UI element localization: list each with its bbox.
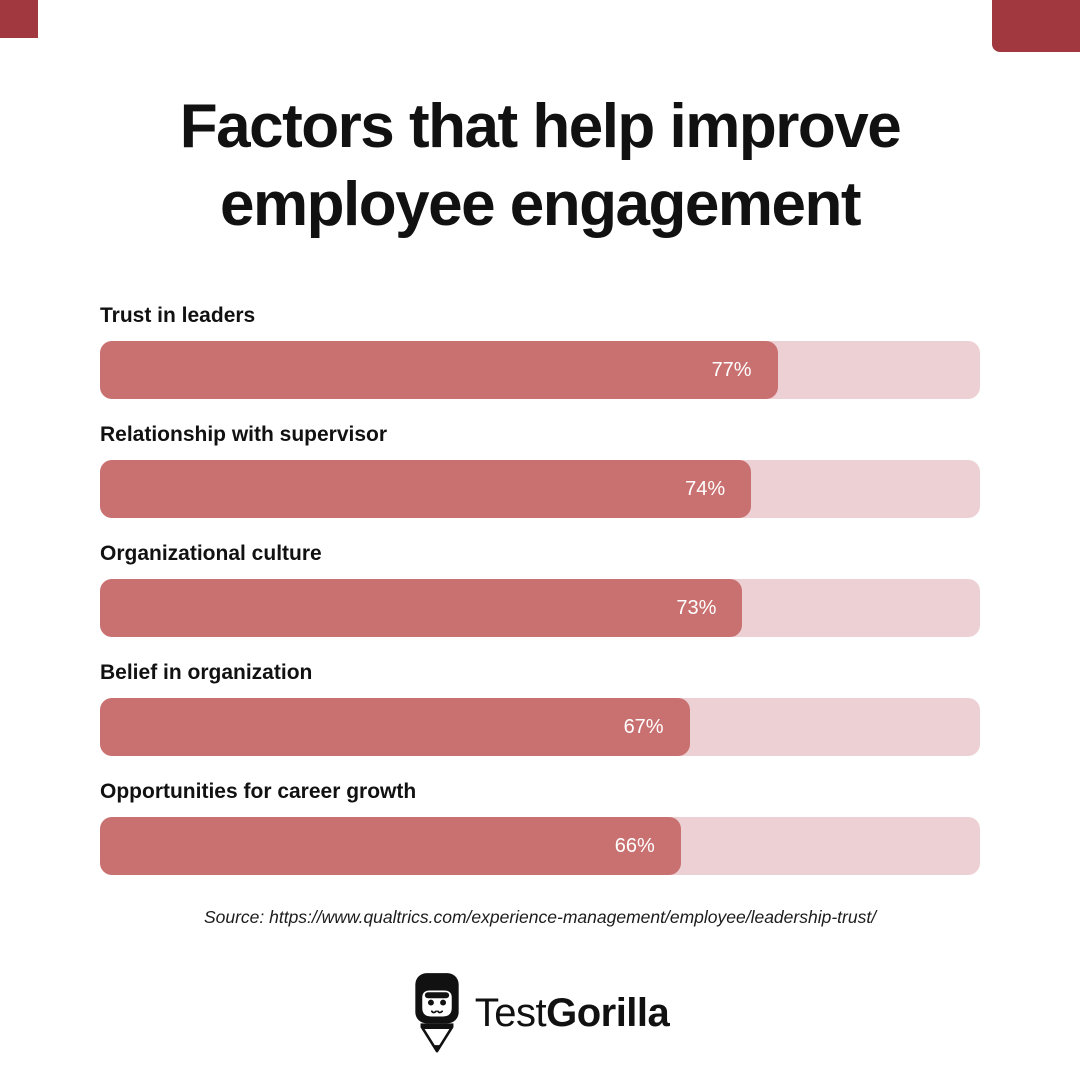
bar-label: Relationship with supervisor	[100, 423, 388, 447]
corner-decoration-top-right	[992, 0, 1080, 52]
bar-track: 66%	[100, 817, 980, 876]
bar-track: 67%	[100, 698, 980, 757]
bar-rows: Trust in leaders 77% Relationship with s…	[100, 304, 980, 876]
bar-value: 77%	[711, 358, 752, 381]
corner-decoration-top-left	[0, 0, 38, 38]
bar-value: 67%	[623, 715, 664, 738]
chart-title: Factors that help improve employee engag…	[179, 92, 902, 240]
bar-value: 74%	[685, 477, 726, 500]
bar-value: 73%	[676, 596, 717, 619]
bar-label: Organizational culture	[100, 542, 322, 566]
bar-label: Belief in organization	[100, 661, 313, 685]
source-citation: Source: https://www.qualtrics.com/experi…	[203, 907, 877, 928]
bar-group: Trust in leaders 77%	[100, 304, 980, 400]
bar-fill: 74%	[100, 460, 752, 519]
bar-fill: 77%	[100, 341, 778, 400]
bar-fill: 66%	[100, 817, 681, 876]
bar-label: Trust in leaders	[100, 304, 256, 328]
brand-logo: TestGorilla	[0, 970, 1080, 1056]
bar-fill: 73%	[100, 579, 743, 638]
bar-fill: 67%	[100, 698, 690, 757]
bar-track: 73%	[100, 579, 980, 638]
bar-group: Relationship with supervisor 74%	[100, 423, 980, 519]
bar-chart: Trust in leaders 77% Relationship with s…	[100, 304, 980, 876]
brand-wordmark: TestGorilla	[475, 991, 670, 1036]
bar-group: Opportunities for career growth 66%	[100, 780, 980, 876]
gorilla-pencil-icon	[415, 973, 459, 1053]
bar-value: 66%	[614, 834, 655, 857]
bar-group: Organizational culture 73%	[100, 542, 980, 638]
brand-wordmark-test: Test	[474, 990, 547, 1035]
bar-group: Belief in organization 67%	[100, 661, 980, 757]
bar-track: 74%	[100, 460, 980, 519]
brand-wordmark-gorilla: Gorilla	[546, 990, 670, 1035]
bar-label: Opportunities for career growth	[100, 780, 417, 804]
bar-track: 77%	[100, 341, 980, 400]
